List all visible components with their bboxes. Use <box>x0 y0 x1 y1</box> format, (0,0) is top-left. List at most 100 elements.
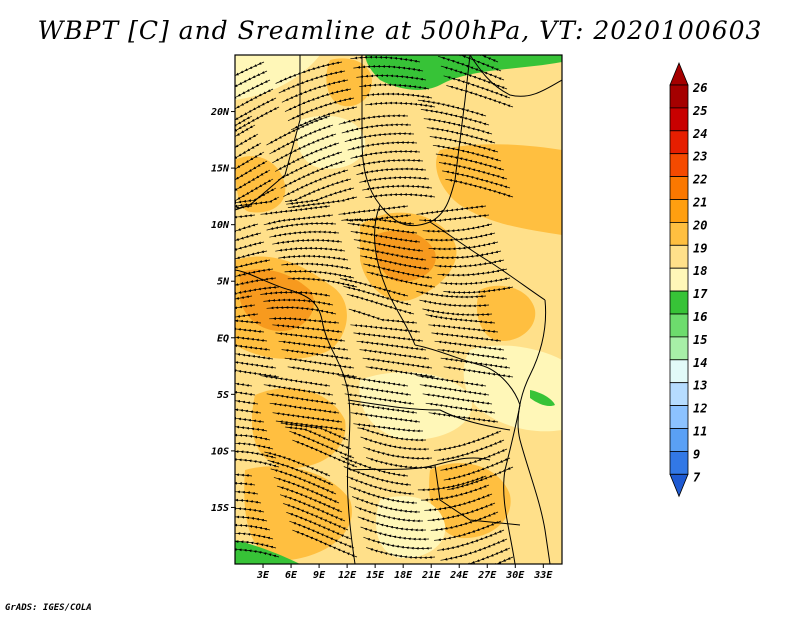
streamline <box>425 402 496 414</box>
streamline <box>353 65 424 72</box>
streamline <box>450 556 514 564</box>
streamline <box>445 178 514 198</box>
streamline <box>235 548 280 558</box>
country-border <box>517 299 551 564</box>
streamline <box>366 547 436 560</box>
streamline <box>235 332 268 343</box>
colorbar-label: 12 <box>693 402 707 416</box>
streamline <box>344 132 415 142</box>
streamline <box>269 402 340 414</box>
lat-tick-label: 15S <box>211 503 229 514</box>
streamline <box>428 412 499 424</box>
streamline <box>235 151 265 186</box>
streamline <box>235 473 253 483</box>
streamline <box>284 357 355 369</box>
streamline <box>416 291 487 299</box>
streamline <box>365 366 436 378</box>
streamline <box>235 214 256 226</box>
streamline <box>235 412 265 424</box>
colorbar-cell <box>669 290 689 315</box>
streamline <box>434 259 505 268</box>
streamline <box>275 332 346 343</box>
colorbar-cell <box>669 313 689 338</box>
colorbar-label: 23 <box>692 150 707 164</box>
colorbar-label: 7 <box>693 470 701 484</box>
lat-tick-label: 10N <box>211 220 230 231</box>
streamline <box>341 123 412 134</box>
lon-tick-label: 21E <box>421 570 441 581</box>
colorbar-cell <box>669 450 689 475</box>
streamline <box>292 529 358 558</box>
streamline <box>425 232 496 242</box>
streamline <box>365 193 436 199</box>
lon-tick-label: 18E <box>394 570 413 581</box>
streamline <box>235 393 259 405</box>
streamline <box>362 92 433 99</box>
colorbar-cell <box>669 336 689 361</box>
streamline <box>350 324 421 334</box>
streamline <box>235 61 265 91</box>
streamline <box>235 450 277 459</box>
streamline <box>353 158 424 167</box>
streamline <box>235 318 262 325</box>
streamline <box>235 481 256 491</box>
lon-tick-label: 15E <box>366 570 385 581</box>
colorbar-cell <box>669 176 689 200</box>
streamline <box>235 312 259 322</box>
streamline <box>281 349 352 360</box>
streamline <box>353 332 424 343</box>
streamline <box>235 498 262 506</box>
streamline <box>344 393 415 405</box>
streamline <box>356 340 427 351</box>
streamline <box>263 298 334 306</box>
streamline <box>359 349 430 360</box>
streamline <box>428 241 499 251</box>
lon-tick-label: 6E <box>285 570 298 581</box>
colorbar-cell <box>669 359 689 384</box>
lon-tick-label: 9E <box>313 570 326 581</box>
streamline <box>235 357 277 369</box>
streamline <box>235 441 274 450</box>
colorbar-cell <box>669 244 689 269</box>
lon-tick-label: 12E <box>338 570 357 581</box>
streamline <box>359 176 430 183</box>
streamline <box>440 277 511 286</box>
streamline <box>338 204 409 215</box>
streamline <box>235 204 253 215</box>
streamline <box>431 332 502 343</box>
colorbar-cell <box>669 84 689 109</box>
colorbar-label: 26 <box>692 81 707 95</box>
streamline <box>260 204 331 215</box>
colorbar-label: 22 <box>692 173 707 187</box>
streamline <box>235 366 280 378</box>
streamline <box>235 232 262 253</box>
map-frame <box>234 54 563 565</box>
streamline <box>266 221 337 231</box>
colorbar-label: 19 <box>693 241 707 255</box>
streamline <box>272 238 343 245</box>
streamline <box>338 114 409 125</box>
streamline <box>235 324 265 334</box>
streamline <box>272 324 343 334</box>
streamline <box>422 393 493 405</box>
colorbar-label: 11 <box>693 425 707 439</box>
streamline <box>362 357 433 369</box>
streamline <box>443 366 514 378</box>
streamline <box>235 421 268 432</box>
streamline <box>434 340 505 351</box>
streamline <box>419 299 490 308</box>
colorbar-cell <box>669 199 689 223</box>
colorbar-label: 21 <box>692 196 707 210</box>
lat-tick-label: 15N <box>211 164 230 175</box>
streamline <box>235 304 256 317</box>
streamline <box>260 290 331 297</box>
streamline <box>235 507 265 514</box>
streamline <box>416 204 487 215</box>
streamline <box>235 124 256 159</box>
streamline <box>446 85 514 108</box>
colorbar-cell <box>669 405 689 429</box>
grads-credit: GrADS: IGES/COLA <box>5 603 92 613</box>
streamline <box>235 384 256 396</box>
streamline <box>235 402 262 414</box>
streamline <box>287 366 358 378</box>
